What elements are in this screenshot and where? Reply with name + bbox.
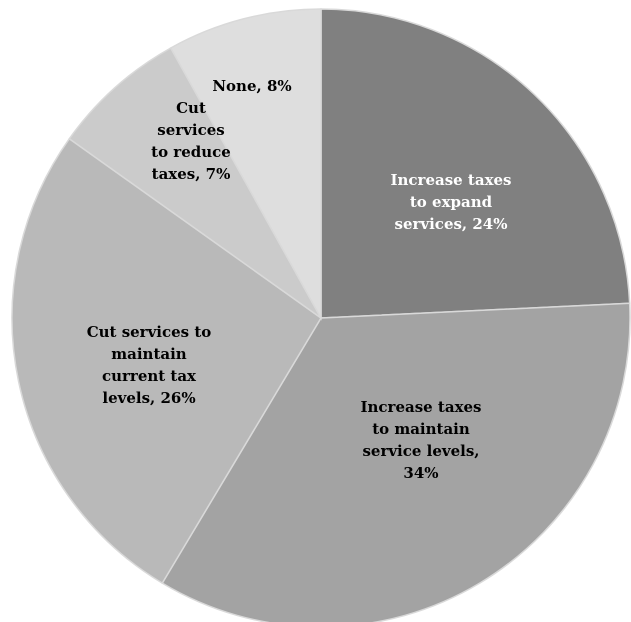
slice-label-3-line-4: levels, 26%: [102, 389, 195, 407]
slice-label-2-line-1: Increase taxes: [360, 398, 481, 416]
pie-labels: Increase taxes to expand services, 24%Incr…: [87, 77, 512, 482]
slice-label-3: Cut services to maintain current tax levels…: [87, 323, 212, 407]
slice-label-3-line-3: current tax: [102, 367, 197, 385]
pie-slice-4: [68, 46, 322, 319]
slice-label-4-line-1: Cut: [176, 99, 206, 117]
pie-slice-1: [320, 8, 631, 319]
slice-label-4-line-3: to reduce: [151, 143, 231, 161]
slice-label-3-line-1: Cut services to: [87, 323, 212, 341]
slice-label-1: Increase taxes to expand services, 24%: [390, 171, 511, 233]
slice-label-4: Cut services to reduce taxes, 7%: [151, 99, 231, 183]
slice-label-3-line-2: maintain: [111, 345, 187, 363]
slice-label-1-line-1: Increase taxes: [390, 171, 511, 189]
slice-label-2: Increase taxes to maintain service levels,…: [360, 398, 481, 482]
slice-label-2-line-2: to maintain: [372, 420, 470, 438]
slice-label-1-line-3: services, 24%: [395, 215, 508, 233]
slice-label-4-line-4: taxes, 7%: [152, 165, 231, 183]
slice-label-1-line-2: to expand: [410, 193, 493, 211]
pie-slice-5: [169, 8, 322, 321]
pie-slices: [11, 8, 631, 622]
pie-slice-3: [11, 137, 322, 585]
slice-label-4-line-2: services: [157, 121, 224, 139]
pie-slice-2: [161, 302, 631, 622]
slice-label-5-line-1: None, 8%: [212, 77, 291, 95]
slice-label-5: None, 8%: [212, 77, 291, 95]
slice-label-2-line-3: service levels,: [362, 442, 479, 460]
slice-label-2-line-4: 34%: [403, 464, 438, 482]
